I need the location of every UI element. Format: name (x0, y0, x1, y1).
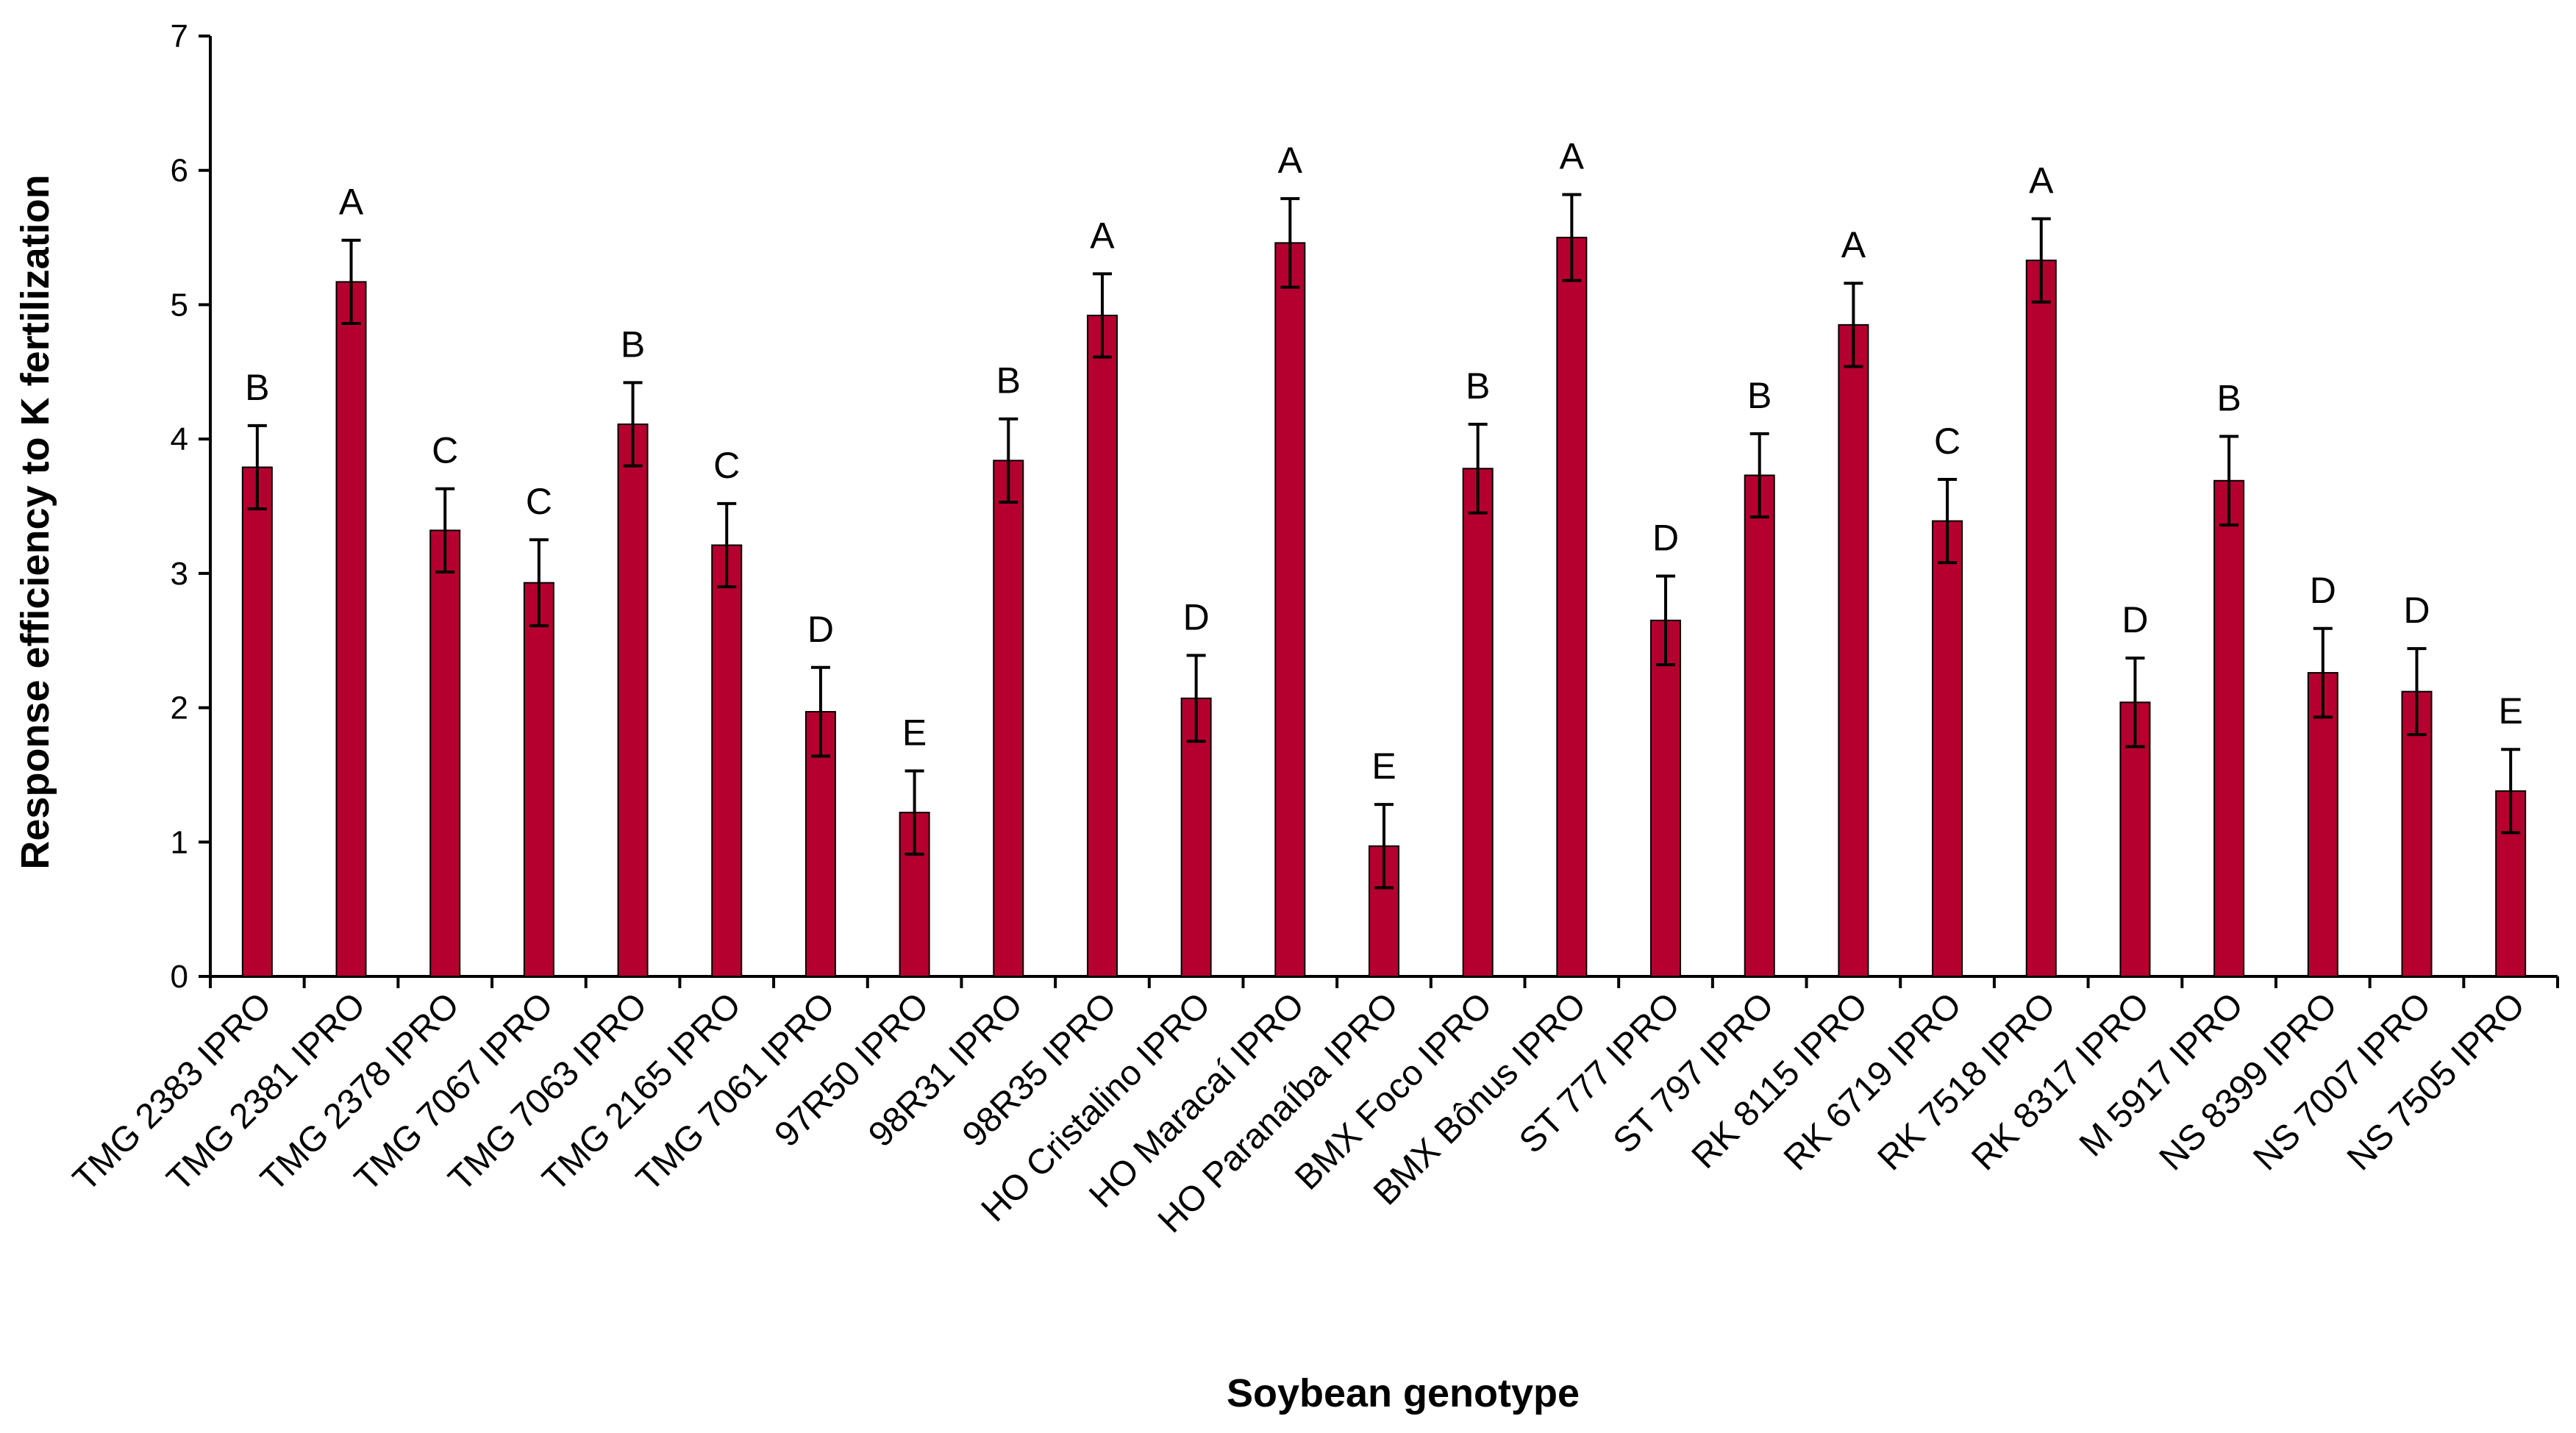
bar (2213, 479, 2245, 977)
bar (1650, 619, 1682, 977)
y-tick-label: 5 (171, 287, 188, 323)
significance-letter: D (1652, 518, 1679, 559)
bar (1744, 474, 1775, 977)
x-axis-title: Soybean genotype (1227, 1371, 1580, 1415)
significance-letter: A (2029, 160, 2054, 201)
significance-letter: B (245, 367, 269, 408)
y-tick-label: 2 (171, 690, 188, 726)
significance-letter: E (1371, 746, 1396, 787)
significance-letter: B (2216, 377, 2241, 418)
y-tick-label: 1 (171, 824, 188, 860)
bar (1086, 315, 1118, 977)
x-tick-label: ST 777 IPRO (1512, 985, 1688, 1161)
significance-letter: C (432, 430, 458, 471)
bar (2025, 260, 2057, 977)
y-tick-label: 3 (171, 556, 188, 592)
significance-letter: A (1278, 140, 1303, 181)
significance-letter: A (1560, 136, 1585, 177)
significance-letter: D (2310, 570, 2336, 611)
bar (1932, 520, 1963, 977)
bar (2401, 690, 2433, 977)
significance-letter: D (1183, 596, 1210, 637)
significance-letter: B (1747, 375, 1772, 416)
y-tick-label: 0 (171, 959, 188, 995)
bar (523, 582, 554, 977)
y-axis-title: Response efficiency to K fertilization (13, 174, 57, 869)
bar (993, 460, 1024, 977)
significance-letter: A (339, 182, 364, 223)
bar (1274, 242, 1306, 977)
bar (429, 529, 461, 977)
significance-letter: B (996, 360, 1021, 401)
bar (1556, 237, 1588, 978)
bar (1462, 468, 1494, 977)
significance-letter: E (902, 712, 927, 753)
significance-letter: B (1466, 365, 1490, 407)
y-tick-label: 6 (171, 153, 188, 189)
bar (617, 424, 649, 977)
significance-letter: E (2498, 690, 2522, 732)
bar (2307, 672, 2338, 978)
bar (1838, 324, 1869, 978)
significance-letter: C (713, 445, 740, 486)
x-tick-label: M 5917 IPRO (2072, 985, 2251, 1164)
y-tick-label: 7 (171, 18, 188, 54)
significance-letter: C (1934, 421, 1960, 462)
bar (711, 544, 743, 977)
significance-letter: A (1841, 224, 1866, 265)
significance-letter: A (1090, 215, 1115, 256)
significance-letter: D (2122, 599, 2148, 640)
y-tick-label: 4 (171, 421, 188, 457)
bar (241, 466, 273, 977)
x-tick-label: ST 797 IPRO (1606, 985, 1782, 1161)
bar (335, 281, 367, 978)
significance-letter: D (2403, 590, 2430, 631)
significance-letter: B (621, 324, 645, 365)
significance-letter: C (526, 481, 552, 522)
significance-letter: D (807, 609, 834, 650)
